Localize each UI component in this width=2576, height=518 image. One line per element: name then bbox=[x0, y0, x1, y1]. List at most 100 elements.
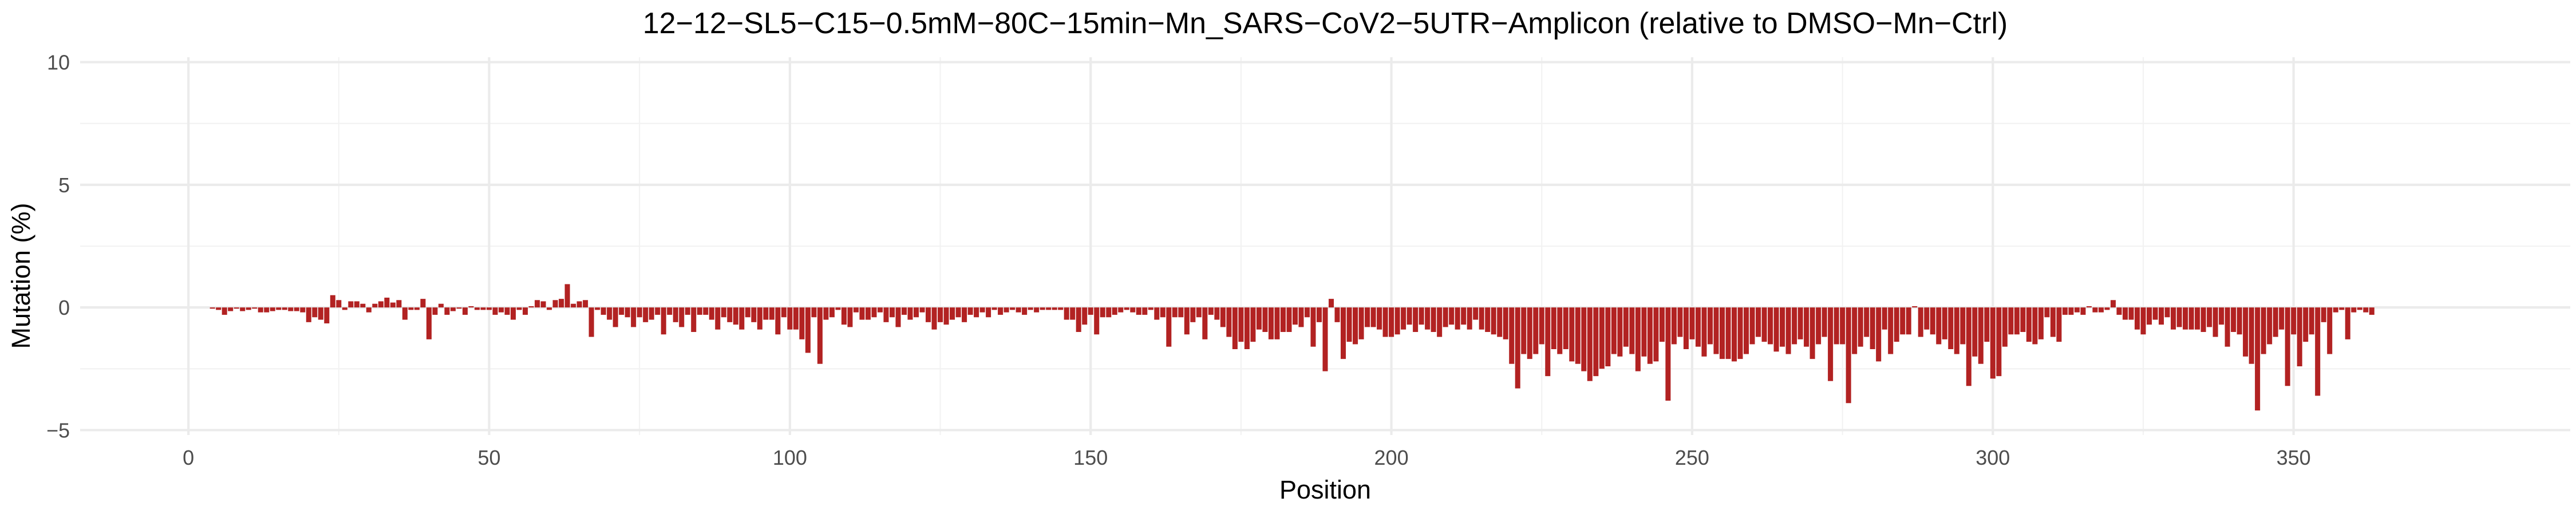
bar bbox=[1900, 307, 1906, 335]
bar bbox=[1503, 307, 1508, 339]
bar bbox=[1930, 307, 1935, 335]
bar bbox=[1310, 307, 1316, 347]
bar bbox=[336, 300, 342, 308]
bar bbox=[967, 307, 973, 315]
bar bbox=[504, 307, 510, 315]
bar bbox=[1960, 307, 1966, 345]
bar bbox=[2207, 307, 2212, 327]
y-tick-label: 5 bbox=[58, 173, 70, 197]
bar bbox=[625, 307, 630, 318]
bar bbox=[763, 307, 769, 320]
bar bbox=[540, 301, 546, 308]
bar bbox=[1665, 307, 1671, 401]
bar bbox=[1617, 307, 1623, 357]
bar bbox=[1587, 307, 1593, 381]
gridlines bbox=[80, 57, 2570, 435]
bar bbox=[276, 307, 282, 310]
bar bbox=[1683, 307, 1689, 349]
bar bbox=[264, 307, 270, 313]
bar bbox=[2188, 307, 2194, 330]
x-tick-label: 200 bbox=[1374, 446, 1409, 469]
bar bbox=[1768, 307, 1773, 345]
bar bbox=[426, 307, 432, 339]
bar bbox=[1214, 307, 1220, 320]
bar bbox=[1533, 307, 1539, 354]
bar bbox=[1689, 307, 1695, 339]
bar bbox=[853, 307, 859, 313]
bar bbox=[1677, 307, 1683, 337]
bar bbox=[865, 307, 871, 320]
bar bbox=[1341, 307, 1346, 359]
bar bbox=[1046, 307, 1052, 310]
bar bbox=[2050, 307, 2056, 337]
bar bbox=[552, 300, 558, 308]
bar bbox=[2237, 307, 2242, 335]
bar bbox=[498, 307, 504, 313]
bar bbox=[1882, 307, 1887, 330]
bar bbox=[228, 307, 234, 311]
bar bbox=[649, 307, 654, 320]
bar bbox=[1172, 307, 1178, 318]
bar bbox=[1304, 307, 1310, 318]
bar bbox=[1852, 307, 1858, 354]
bar bbox=[1419, 307, 1424, 325]
bar bbox=[2074, 307, 2080, 313]
bar bbox=[1539, 307, 1544, 345]
bar bbox=[1244, 307, 1250, 349]
bar bbox=[1581, 307, 1587, 371]
bar bbox=[372, 303, 378, 308]
bar bbox=[1485, 307, 1491, 332]
bar bbox=[1707, 307, 1713, 345]
bar bbox=[1509, 307, 1515, 364]
bar bbox=[2225, 307, 2230, 347]
bar bbox=[2032, 307, 2038, 345]
bar bbox=[2327, 307, 2333, 354]
bar bbox=[1286, 307, 1292, 332]
bar bbox=[1695, 307, 1701, 347]
bar bbox=[384, 298, 390, 308]
bar bbox=[2345, 307, 2350, 339]
bar bbox=[1834, 307, 1839, 345]
bar bbox=[2369, 307, 2374, 315]
bar bbox=[1737, 307, 1743, 359]
bar bbox=[1034, 307, 1040, 313]
bar bbox=[1370, 307, 1376, 327]
bar bbox=[1635, 307, 1641, 371]
bar bbox=[793, 307, 799, 330]
bar bbox=[2134, 307, 2140, 330]
bar bbox=[1972, 307, 1978, 357]
bar bbox=[1816, 307, 1822, 345]
bar bbox=[829, 307, 835, 318]
bar bbox=[1725, 307, 1731, 359]
bar bbox=[769, 307, 775, 320]
y-tick-label: 10 bbox=[47, 51, 70, 74]
bar bbox=[1978, 307, 1984, 364]
bar bbox=[1232, 307, 1238, 349]
bar bbox=[2231, 307, 2237, 332]
bar bbox=[1160, 307, 1165, 318]
bar bbox=[607, 307, 613, 320]
bar bbox=[901, 307, 907, 315]
bar bbox=[787, 307, 793, 330]
bar bbox=[1936, 307, 1942, 345]
bar bbox=[1647, 307, 1653, 364]
bar bbox=[2357, 307, 2362, 310]
bar bbox=[1220, 307, 1226, 327]
bar bbox=[1136, 307, 1141, 315]
bar bbox=[270, 307, 275, 311]
bar bbox=[2339, 307, 2345, 310]
bar bbox=[420, 299, 426, 308]
bar bbox=[2243, 307, 2249, 357]
bar bbox=[2164, 307, 2170, 318]
bar bbox=[1659, 307, 1665, 342]
bar bbox=[661, 307, 666, 335]
bar bbox=[1605, 307, 1611, 366]
bar bbox=[2146, 307, 2152, 325]
bar bbox=[1918, 307, 1923, 337]
bar bbox=[1052, 307, 1057, 310]
bar bbox=[697, 307, 702, 315]
bar bbox=[1804, 307, 1809, 347]
bar bbox=[962, 307, 967, 322]
bar bbox=[2092, 307, 2098, 313]
